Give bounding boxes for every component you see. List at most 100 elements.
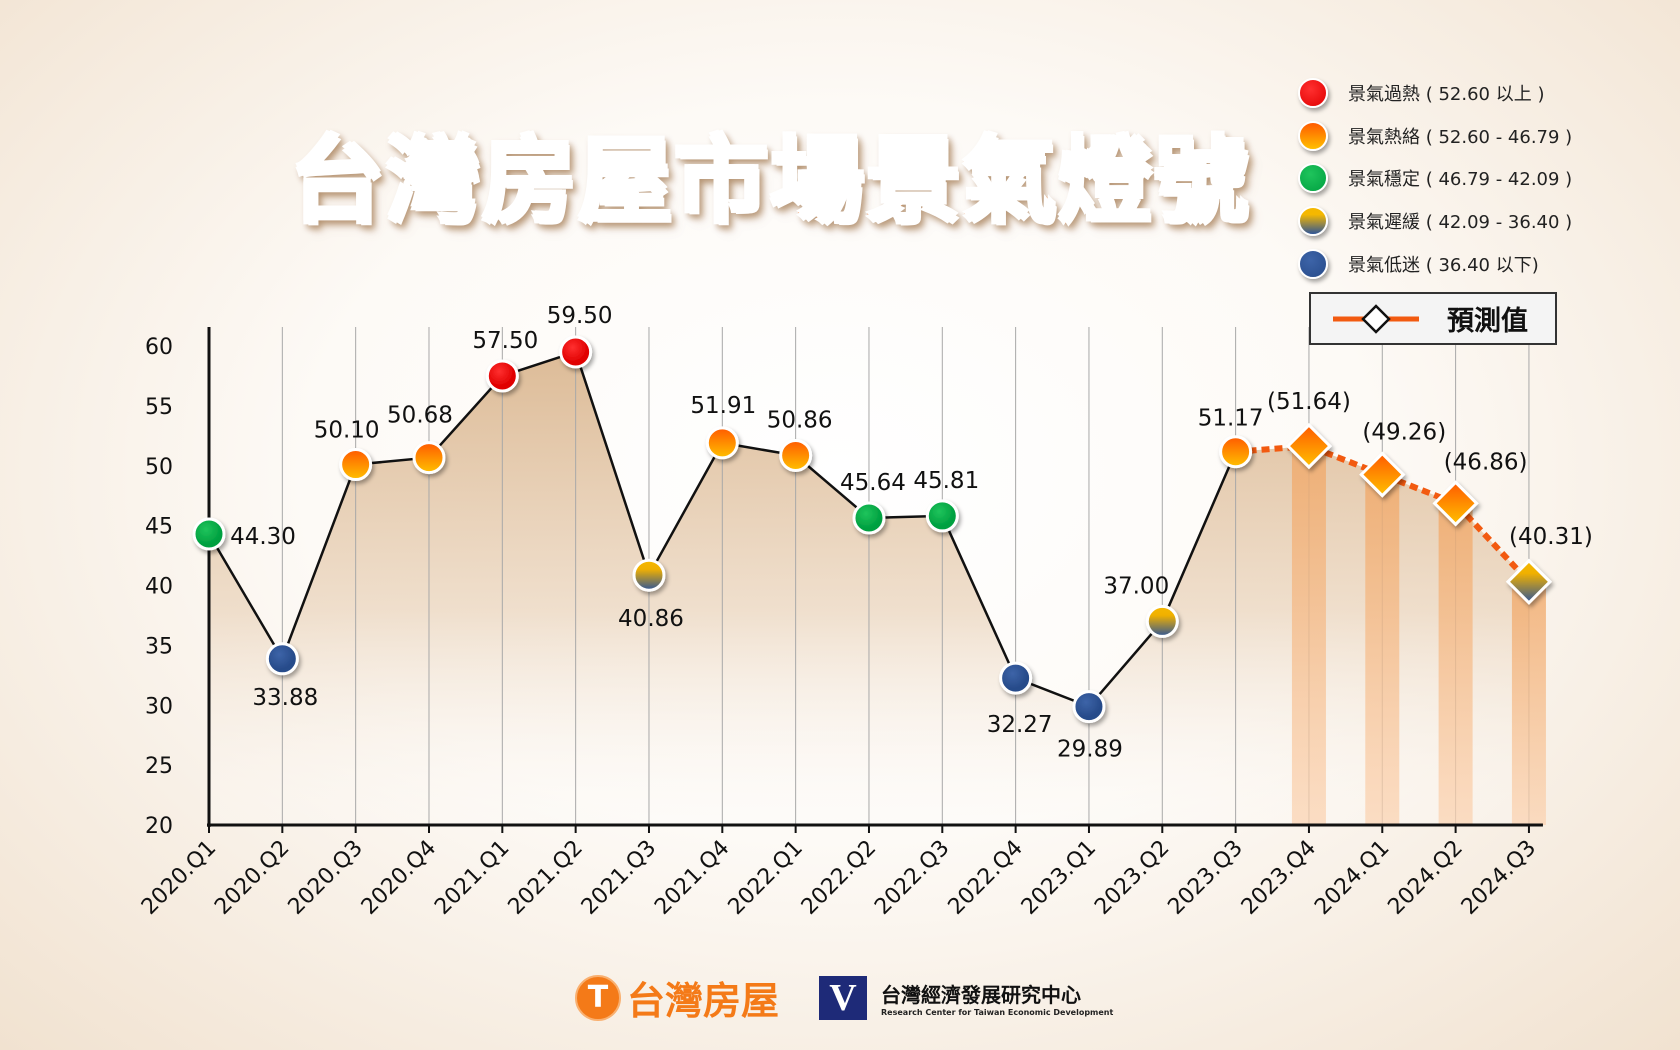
x-tick-label: 2020.Q2 [210, 836, 294, 920]
gold-blue-light-icon [1298, 206, 1328, 237]
data-label: 57.50 [472, 328, 538, 354]
legend-label: 景氣穩定 ( 46.79 - 42.09 ) [1348, 169, 1573, 191]
data-point [852, 501, 886, 535]
data-point [485, 359, 519, 393]
x-tick-label: 2020.Q3 [284, 836, 368, 920]
x-tick-label: 2021.Q1 [430, 836, 514, 920]
data-point [705, 426, 739, 460]
data-point [779, 438, 813, 472]
data-label: 59.50 [547, 303, 613, 329]
data-point [339, 448, 373, 482]
legend-label: 景氣過熱 ( 52.60 以上 ) [1348, 84, 1545, 106]
y-tick-label: 60 [145, 335, 173, 360]
data-label: 50.68 [387, 403, 453, 429]
x-tick-label: 2023.Q4 [1237, 836, 1321, 920]
legend-label: 景氣低迷 ( 36.40 以下) [1348, 254, 1539, 276]
data-point [1219, 435, 1253, 469]
research-center-name-en: Research Center for Taiwan Economic Deve… [881, 1007, 1114, 1017]
data-label: 51.17 [1198, 406, 1264, 432]
data-point [559, 335, 593, 369]
forecast-bar [1291, 446, 1326, 825]
x-tick-label: 2021.Q3 [577, 836, 661, 920]
data-label: 32.27 [987, 712, 1053, 738]
data-label: 45.64 [840, 470, 906, 496]
x-tick-label: 2023.Q1 [1017, 836, 1101, 920]
legend-item-depressed: 景氣低迷 ( 36.40 以下) [1298, 242, 1572, 285]
legend-item-slow: 景氣遲緩 ( 42.09 - 36.40 ) [1298, 200, 1572, 243]
data-label: 50.86 [767, 407, 833, 433]
research-center-logo: V 台灣經濟發展研究中心 Research Center for Taiwan Ec… [819, 975, 1114, 1020]
forecast-label: (51.64) [1267, 389, 1351, 415]
forecast-point [1285, 422, 1333, 470]
forecast-diamond-icon [1333, 303, 1419, 334]
y-tick-label: 40 [145, 575, 173, 600]
forecast-label: (49.26) [1362, 420, 1446, 446]
data-point [1072, 690, 1106, 724]
legend-item-overheated: 景氣過熱 ( 52.60 以上 ) [1298, 72, 1572, 115]
forecast-label: (46.86) [1444, 449, 1528, 475]
data-point [632, 558, 666, 592]
forecast-label: (40.31) [1509, 524, 1593, 550]
y-tick-label: 35 [145, 634, 173, 659]
data-label: 51.91 [690, 393, 756, 419]
data-label: 50.10 [314, 418, 380, 444]
y-tick-label: 50 [145, 455, 173, 480]
x-tick-label: 2024.Q2 [1383, 836, 1467, 920]
x-tick-label: 2023.Q2 [1090, 836, 1174, 920]
y-tick-label: 55 [145, 395, 173, 420]
t-logo-icon: T [575, 974, 621, 1021]
forecast-legend: 預測值 [1309, 292, 1557, 345]
data-point [925, 499, 959, 533]
page-title: 台灣房屋市場景氣燈號 [270, 105, 1270, 241]
taiwan-realty-name: 台灣房屋 [627, 979, 780, 1023]
data-point [192, 517, 226, 551]
forecast-point [1432, 480, 1479, 527]
orange-light-icon [1298, 120, 1328, 151]
y-tick-label: 45 [145, 515, 173, 540]
forecast-point [1505, 558, 1553, 605]
data-point [1145, 604, 1179, 638]
y-tick-label: 20 [145, 814, 173, 839]
legend: 景氣過熱 ( 52.60 以上 ) 景氣熱絡 ( 52.60 - 46.79 )… [1298, 72, 1572, 285]
x-tick-label: 2024.Q1 [1310, 836, 1394, 920]
data-point [999, 661, 1033, 695]
legend-label: 景氣熱絡 ( 52.60 - 46.79 ) [1348, 126, 1573, 148]
x-tick-label: 2022.Q2 [797, 836, 881, 920]
x-tick-label: 2021.Q4 [650, 836, 734, 920]
y-tick-label: 25 [145, 754, 173, 779]
x-tick-label: 2020.Q4 [357, 836, 441, 920]
v-logo-icon: V [819, 975, 868, 1020]
data-label: 29.89 [1057, 737, 1123, 763]
legend-item-hot: 景氣熱絡 ( 52.60 - 46.79 ) [1298, 115, 1572, 158]
legend-item-stable: 景氣穩定 ( 46.79 - 42.09 ) [1298, 157, 1572, 200]
forecast-legend-label: 預測值 [1447, 306, 1528, 337]
data-point [412, 441, 446, 475]
data-label: 33.88 [252, 685, 318, 711]
x-tick-label: 2022.Q1 [724, 836, 808, 920]
data-point [265, 642, 299, 676]
x-tick-label: 2020.Q1 [137, 836, 221, 920]
data-label: 40.86 [618, 606, 684, 632]
y-tick-label: 30 [145, 694, 173, 719]
x-tick-label: 2024.Q3 [1457, 836, 1541, 920]
x-tick-label: 2022.Q3 [870, 836, 954, 920]
data-label: 44.30 [230, 524, 296, 550]
x-tick-label: 2021.Q2 [504, 836, 588, 920]
taiwan-realty-logo: T 台灣房屋 [575, 970, 779, 1025]
data-label: 45.81 [913, 468, 979, 494]
x-tick-label: 2023.Q3 [1164, 836, 1248, 920]
legend-label: 景氣遲緩 ( 42.09 - 36.40 ) [1348, 212, 1573, 234]
green-light-icon [1298, 163, 1328, 194]
forecast-point [1359, 451, 1406, 498]
blue-light-icon [1298, 248, 1328, 279]
forecast-bar [1511, 581, 1546, 825]
research-center-name: 台灣經濟發展研究中心 [881, 982, 1082, 1007]
forecast-bar [1438, 503, 1473, 825]
forecast-line [1235, 443, 1532, 584]
data-label: 37.00 [1103, 573, 1169, 599]
forecast-bar [1365, 474, 1400, 825]
footer-logos: T 台灣房屋 V 台灣經濟發展研究中心 Research Center for Tai… [575, 970, 1113, 1025]
x-tick-label: 2022.Q4 [944, 836, 1028, 920]
red-light-icon [1298, 78, 1328, 109]
